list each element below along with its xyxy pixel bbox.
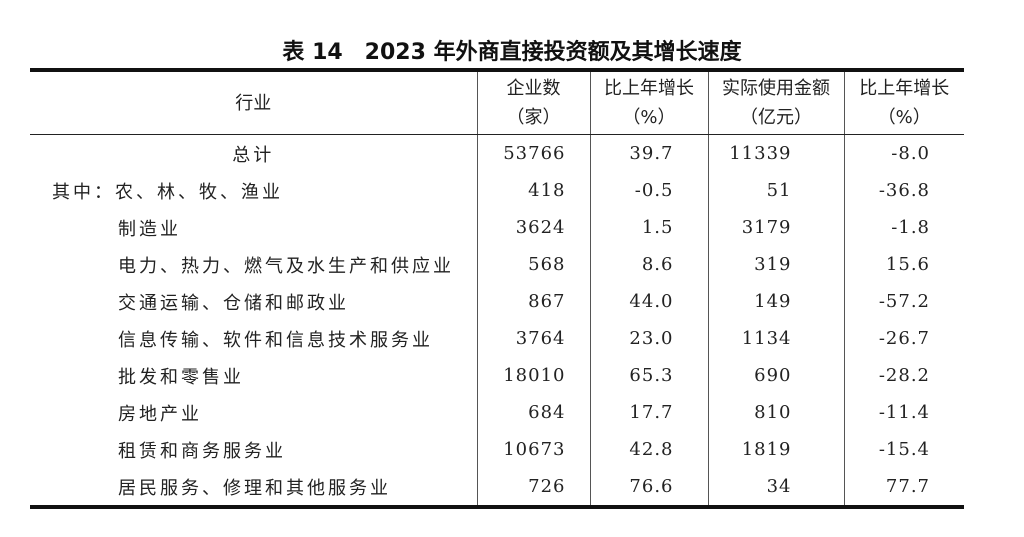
header-firms-unit: （家）	[506, 107, 561, 128]
header-amount-unit: （亿元）	[740, 107, 812, 128]
table-row: 总计 53766 39.7 11339 -8.0	[30, 134, 964, 172]
amount-growth-cell: -26.7	[843, 320, 964, 357]
amount-growth-cell: -15.4	[843, 431, 964, 468]
industry-cell: 信息传输、软件和信息技术服务业	[118, 329, 433, 351]
amount-growth-cell: 77.7	[843, 468, 964, 509]
firms-growth-cell: 17.7	[589, 394, 708, 431]
amount-cell: 149	[707, 283, 844, 320]
amount-cell: 319	[707, 246, 844, 283]
amount-cell: 34	[707, 468, 844, 509]
amount-growth-cell: -57.2	[843, 283, 964, 320]
amount-cell: 51	[707, 172, 844, 209]
amount-cell: 810	[707, 394, 844, 431]
industry-cell: 房地产业	[118, 403, 202, 425]
header-amount-label: 实际使用金额	[722, 78, 830, 99]
amount-cell: 3179	[707, 209, 844, 246]
industry-cell: 居民服务、修理和其他服务业	[30, 468, 477, 509]
table-row: 租赁和商务服务业 10673 42.8 1819 -15.4	[30, 431, 964, 468]
amount-cell: 11339	[707, 134, 844, 172]
industry-cell: 交通运输、仓储和邮政业	[118, 292, 349, 314]
amount-cell: 1819	[707, 431, 844, 468]
header-firms-growth: 比上年增长 （%）	[589, 68, 708, 135]
industry-cell: 租赁和商务服务业	[118, 440, 286, 462]
firms-cell: 684	[476, 394, 590, 431]
table-row: 批发和零售业 18010 65.3 690 -28.2	[30, 357, 964, 394]
table-row: 交通运输、仓储和邮政业 867 44.0 149 -57.2	[30, 283, 964, 320]
table-row: 电力、热力、燃气及水生产和供应业 568 8.6 319 15.6	[30, 246, 964, 283]
table-title: 表 14 2023 年外商直接投资额及其增长速度	[282, 40, 742, 65]
amount-growth-cell: -28.2	[843, 357, 964, 394]
amount-cell: 690	[707, 357, 844, 394]
header-amount-growth-label: 比上年增长	[859, 78, 950, 99]
industry-cell: 总计	[232, 144, 275, 166]
firms-cell: 3624	[476, 209, 590, 246]
firms-growth-cell: 8.6	[589, 246, 708, 283]
firms-growth-cell: 65.3	[589, 357, 708, 394]
firms-cell: 3764	[476, 320, 590, 357]
table-row: 制造业 3624 1.5 3179 -1.8	[30, 209, 964, 246]
firms-cell: 18010	[476, 357, 590, 394]
industry-cell: 电力、热力、燃气及水生产和供应业	[118, 255, 454, 277]
firms-growth-cell: 42.8	[589, 431, 708, 468]
amount-growth-cell: -8.0	[843, 134, 964, 172]
firms-growth-cell: 23.0	[589, 320, 708, 357]
amount-cell: 1134	[707, 320, 844, 357]
table-row: 居民服务、修理和其他服务业 726 76.6 34 77.7	[30, 468, 964, 509]
firms-cell: 53766	[476, 134, 590, 172]
header-firms-growth-label: 比上年增长	[604, 78, 694, 99]
firms-cell: 418	[476, 172, 590, 209]
header-industry: 行业	[30, 68, 477, 135]
firms-growth-cell: 1.5	[589, 209, 708, 246]
header-firms: 企业数 （家）	[476, 68, 590, 135]
header-amount-growth: 比上年增长 （%）	[843, 68, 964, 135]
industry-cell: 其中：农、林、牧、渔业	[52, 181, 283, 203]
firms-cell: 568	[476, 246, 590, 283]
firms-cell: 867	[476, 283, 590, 320]
industry-cell: 批发和零售业	[118, 366, 244, 388]
amount-growth-cell: -1.8	[843, 209, 964, 246]
header-firms-growth-unit: （%）	[622, 107, 676, 128]
firms-cell: 10673	[476, 431, 590, 468]
firms-growth-cell: 44.0	[589, 283, 708, 320]
table-row: 其中：农、林、牧、渔业 418 -0.5 51 -36.8	[30, 172, 964, 209]
firms-cell: 726	[476, 468, 590, 509]
amount-growth-cell: -36.8	[843, 172, 964, 209]
firms-growth-cell: 76.6	[589, 468, 708, 509]
industry-cell: 制造业	[118, 218, 181, 240]
amount-growth-cell: 15.6	[843, 246, 964, 283]
header-amount: 实际使用金额 （亿元）	[707, 68, 844, 135]
firms-growth-cell: -0.5	[589, 172, 708, 209]
header-amount-growth-unit: （%）	[877, 107, 931, 128]
header-row: 行业 企业数 （家） 比上年增长 （%） 实际使用金额 （亿元） 比上年增长 （%）	[30, 68, 964, 135]
table-row: 房地产业 684 17.7 810 -11.4	[30, 394, 964, 431]
header-firms-label: 企业数	[506, 78, 561, 99]
fdi-table: 行业 企业数 （家） 比上年增长 （%） 实际使用金额 （亿元） 比上年增长 （%） 总…	[30, 68, 964, 509]
firms-growth-cell: 39.7	[589, 134, 708, 172]
amount-growth-cell: -11.4	[843, 394, 964, 431]
table-row: 信息传输、软件和信息技术服务业 3764 23.0 1134 -26.7	[30, 320, 964, 357]
